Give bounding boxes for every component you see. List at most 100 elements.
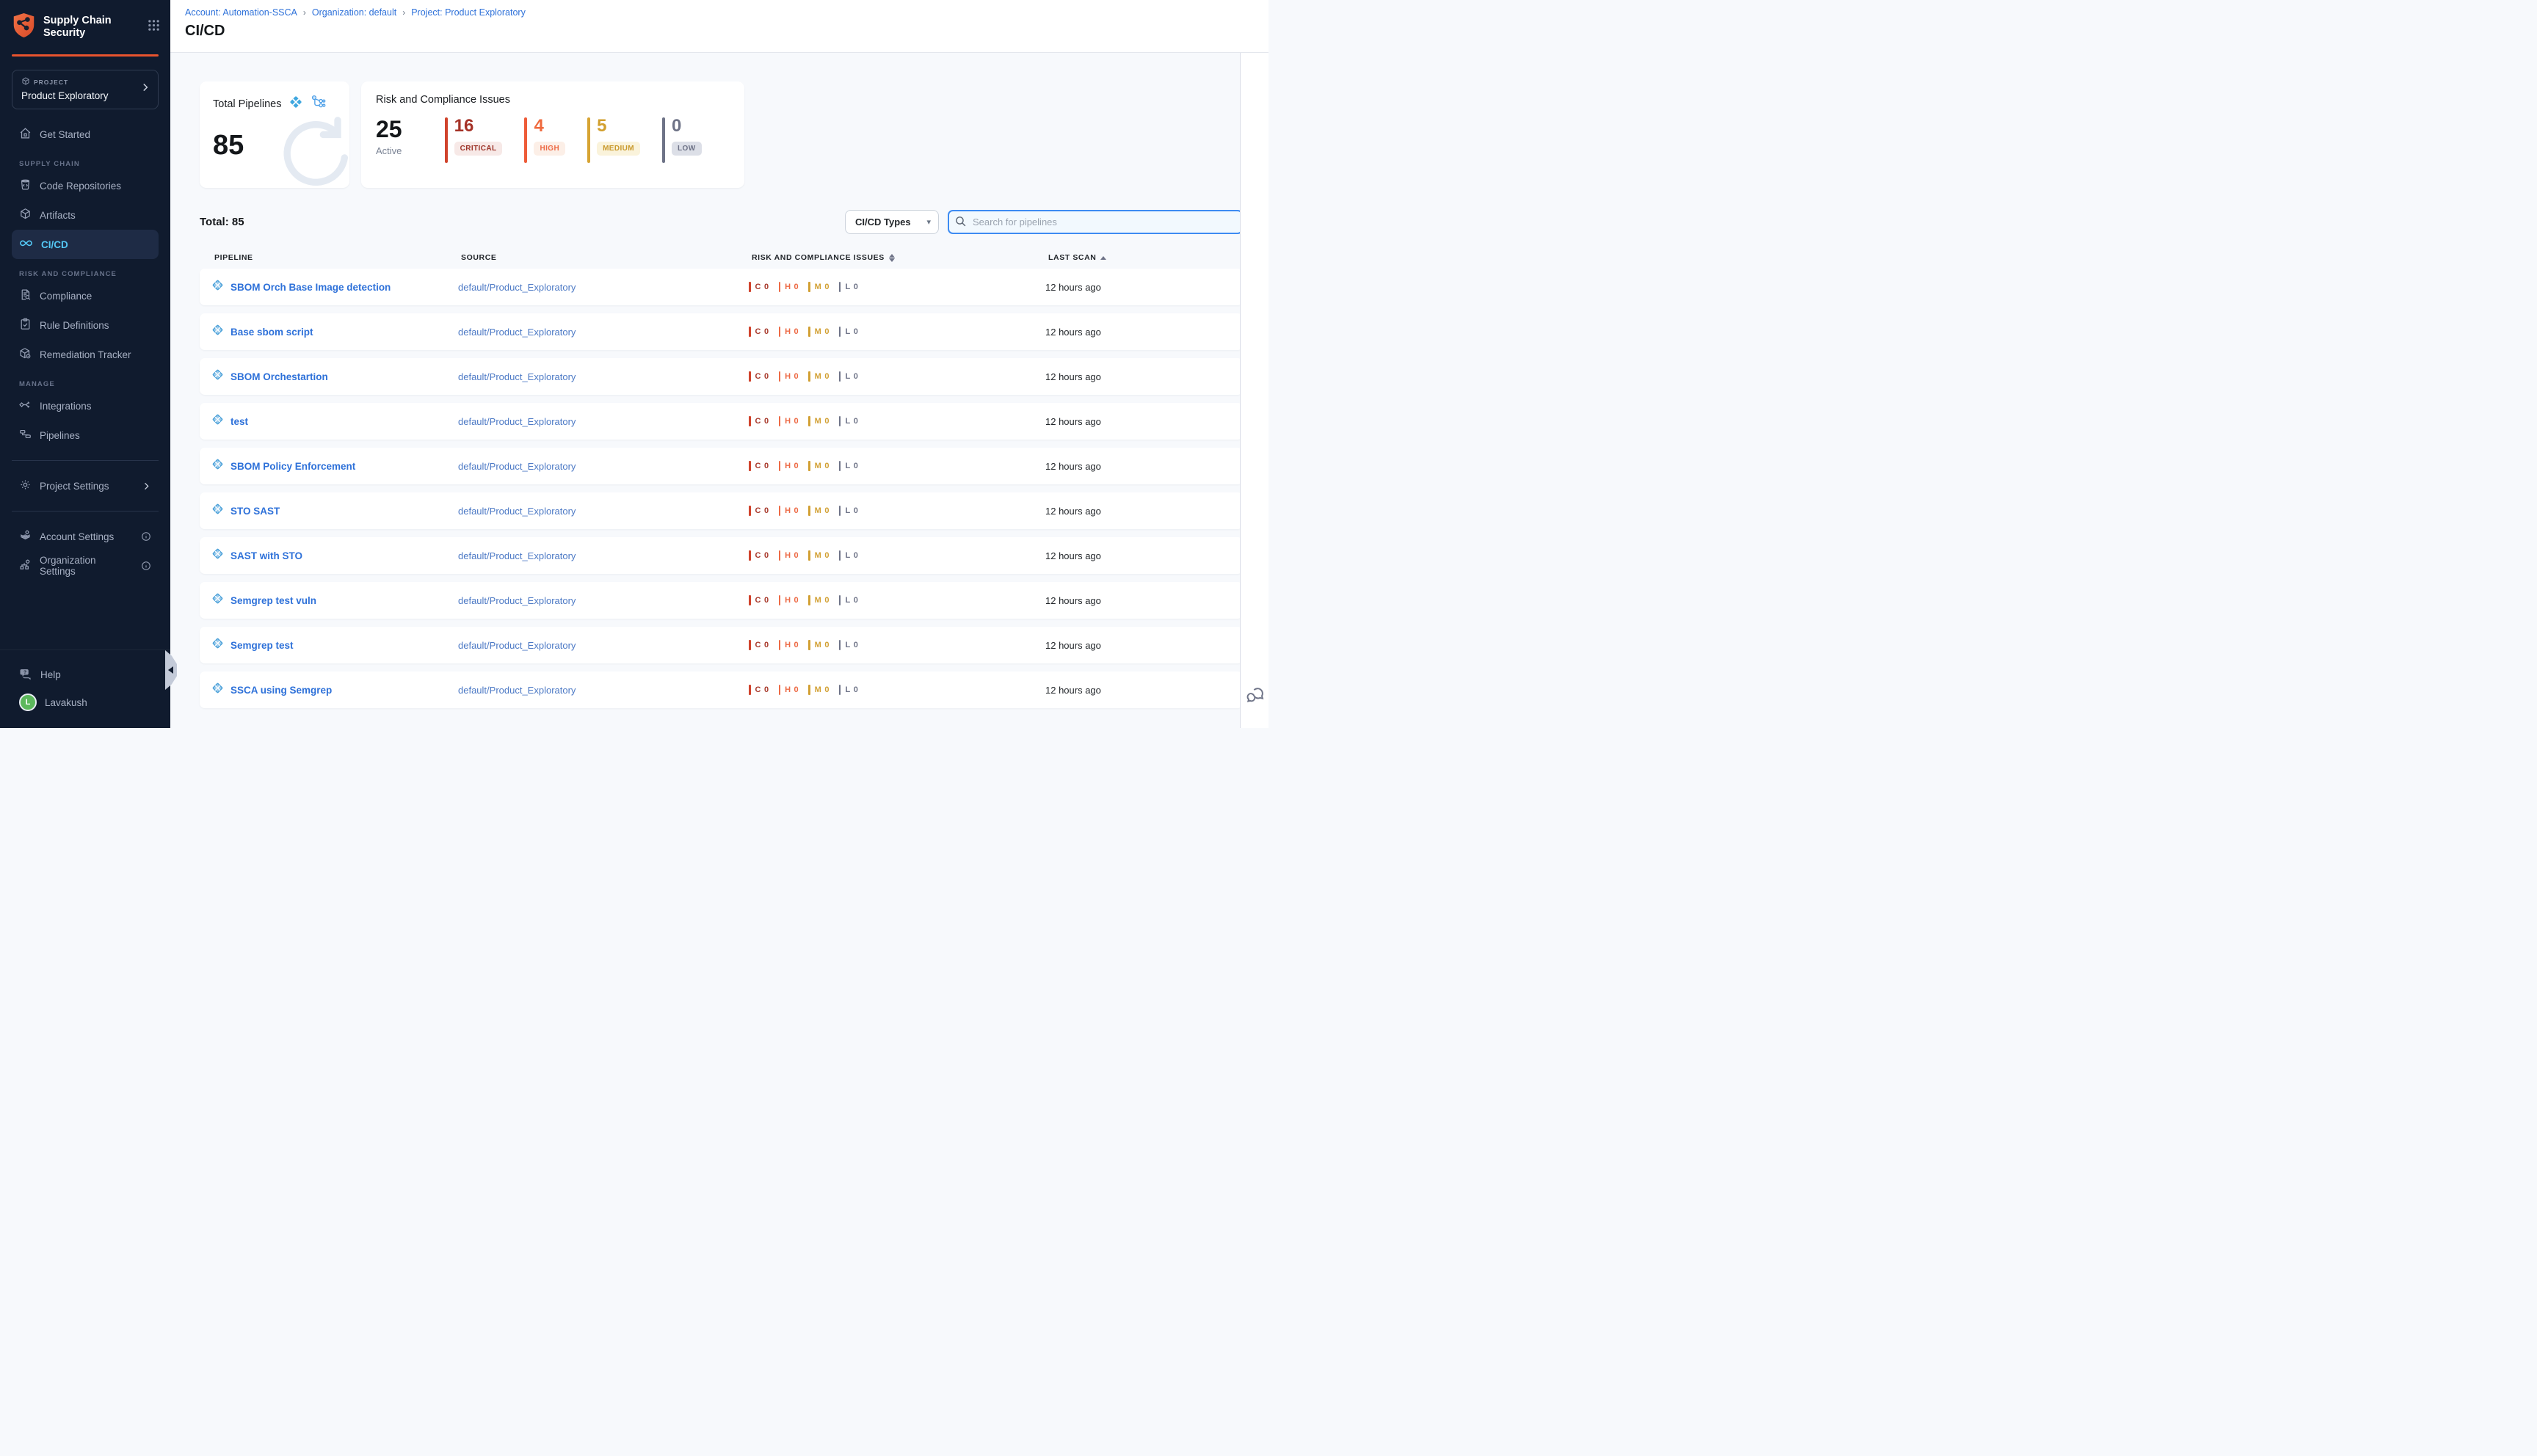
pipeline-name-link[interactable]: SBOM Orch Base Image detection [231, 281, 391, 293]
table-row[interactable]: Semgrep test default/Product_Exploratory… [200, 627, 1243, 663]
table-row[interactable]: SSCA using Semgrep default/Product_Explo… [200, 671, 1243, 708]
pipeline-diamond-icon [211, 368, 224, 385]
box-icon [19, 208, 32, 222]
critical-count: 16 [454, 116, 474, 136]
pipeline-name-link[interactable]: SBOM Policy Enforcement [231, 460, 356, 472]
sidebar-item-project-settings[interactable]: Project Settings [12, 471, 159, 500]
chat-feedback-icon[interactable] [1245, 685, 1265, 709]
summary-cards: Total Pipelines 85 Risk and Compl [200, 81, 1243, 188]
sidebar-item-pipelines[interactable]: Pipelines [12, 421, 159, 450]
pipeline-name-link[interactable]: Semgrep test [231, 639, 294, 651]
table-row[interactable]: Semgrep test vuln default/Product_Explor… [200, 582, 1243, 619]
medium-count: 5 [597, 116, 607, 136]
pipeline-name-link[interactable]: STO SAST [231, 505, 280, 517]
sidebar-item-compliance[interactable]: Compliance [12, 281, 159, 310]
sidebar-collapse-handle[interactable] [165, 650, 177, 690]
breadcrumb-project[interactable]: Project: Product Exploratory [411, 7, 526, 18]
pipeline-name-link[interactable]: test [231, 415, 249, 427]
info-icon[interactable] [141, 561, 151, 571]
document-search-icon [19, 288, 32, 303]
last-scan-value: 12 hours ago [1045, 326, 1101, 338]
sidebar-nav: Get Started SUPPLY CHAIN Code Repositori… [0, 120, 170, 580]
chevron-down-icon: ▾ [926, 218, 931, 227]
toolbar: Total: 85 CI/CD Types ▾ [200, 210, 1243, 234]
low-pill: LOW [672, 142, 702, 156]
help-button[interactable]: ? Help [12, 660, 159, 688]
sidebar-item-label: Account Settings [40, 531, 115, 542]
pipeline-name-link[interactable]: Base sbom script [231, 326, 313, 338]
table-row[interactable]: SBOM Orch Base Image detection default/P… [200, 269, 1243, 305]
breadcrumb-account[interactable]: Account: Automation-SSCA [185, 7, 297, 18]
table-row[interactable]: Base sbom script default/Product_Explora… [200, 313, 1243, 350]
sidebar-item-code-repositories[interactable]: Code Repositories [12, 171, 159, 200]
pipeline-name-link[interactable]: SAST with STO [231, 550, 303, 561]
app-logo-shield-icon [12, 12, 36, 43]
project-selector[interactable]: PROJECT Product Exploratory [12, 70, 159, 109]
total-pipelines-value: 85 [213, 130, 244, 161]
column-last-scan[interactable]: LAST SCAN [1048, 253, 1243, 262]
cicd-types-dropdown[interactable]: CI/CD Types ▾ [845, 210, 939, 234]
low-bar [662, 117, 666, 163]
pipeline-diamond-icon [211, 547, 224, 564]
sidebar-item-get-started[interactable]: Get Started [12, 120, 159, 149]
column-risk-issues[interactable]: RISK AND COMPLIANCE ISSUES [752, 253, 1048, 262]
high-bar [524, 117, 528, 163]
sidebar-item-remediation-tracker[interactable]: Remediation Tracker [12, 340, 159, 369]
search-icon [954, 215, 967, 231]
pipeline-name-link[interactable]: SSCA using Semgrep [231, 684, 333, 696]
info-icon[interactable] [141, 531, 151, 542]
sidebar-item-integrations[interactable]: Integrations [12, 391, 159, 421]
cube-icon [21, 77, 30, 87]
last-scan-value: 12 hours ago [1045, 505, 1101, 517]
section-manage: MANAGE [19, 380, 55, 388]
last-scan-value: 12 hours ago [1045, 415, 1101, 427]
critical-bar [444, 117, 448, 163]
severity-summary: 16 CRITICAL 4 HIGH [444, 116, 702, 163]
integrations-icon [19, 398, 32, 413]
app-grid-icon[interactable] [148, 19, 160, 35]
pipeline-name-link[interactable]: SBOM Orchestartion [231, 371, 328, 382]
table-row[interactable]: SAST with STO default/Product_Explorator… [200, 537, 1243, 574]
pipeline-dag-icon [310, 94, 326, 114]
pipeline-source: default/Product_Exploratory [458, 460, 576, 472]
sidebar-item-rule-definitions[interactable]: Rule Definitions [12, 310, 159, 340]
sidebar-item-account-settings[interactable]: Account Settings [12, 522, 159, 551]
sidebar-item-label: Artifacts [40, 209, 76, 221]
table-row[interactable]: SBOM Orchestartion default/Product_Explo… [200, 358, 1243, 395]
right-rail [1240, 53, 1268, 728]
search-input[interactable] [948, 210, 1243, 234]
pipeline-source: default/Product_Exploratory [458, 281, 576, 293]
user-menu[interactable]: L Lavakush [12, 688, 159, 716]
section-risk-and-compliance: RISK AND COMPLIANCE [19, 270, 117, 278]
pipeline-source: default/Product_Exploratory [458, 371, 576, 382]
critical-summary: 16 CRITICAL [444, 116, 503, 163]
sidebar-item-label: Remediation Tracker [40, 349, 131, 360]
breadcrumb-organization[interactable]: Organization: default [311, 7, 397, 18]
sidebar-item-label: Code Repositories [40, 180, 122, 192]
pipeline-diamond-icon [211, 413, 224, 429]
sidebar-item-cicd[interactable]: CI/CD [12, 230, 159, 259]
sidebar-item-artifacts[interactable]: Artifacts [12, 200, 159, 230]
pipeline-name-link[interactable]: Semgrep test vuln [231, 594, 317, 606]
sidebar-item-label: Organization Settings [40, 555, 96, 577]
table-row[interactable]: SBOM Policy Enforcement default/Product_… [200, 448, 1243, 484]
chevron-right-icon [142, 481, 151, 491]
pipeline-diamond-icon [211, 592, 224, 608]
app-title: Supply Chain Security [43, 14, 112, 39]
sidebar-item-organization-settings[interactable]: Organization Settings [12, 551, 159, 580]
